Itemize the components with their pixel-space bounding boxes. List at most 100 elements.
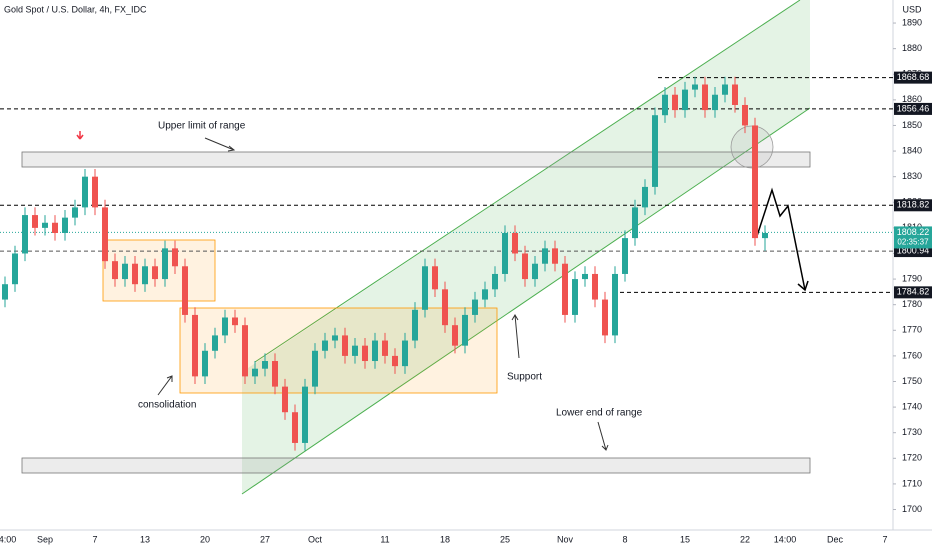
channel-upper — [254, 0, 801, 363]
lower-zone — [21, 457, 811, 474]
candle-body — [432, 266, 438, 290]
candle-body — [202, 350, 208, 377]
candles — [2, 76, 768, 451]
countdown: 02:35:37 — [897, 238, 929, 247]
candle-body — [392, 355, 398, 367]
candle-body — [682, 89, 688, 111]
price-label-box — [894, 71, 932, 84]
candle-body — [492, 273, 498, 290]
candle-body — [752, 125, 758, 239]
channel-lower — [241, 107, 811, 495]
price-label: 1868.68 — [897, 72, 930, 82]
candle-body — [32, 215, 38, 228]
candle-body — [92, 176, 98, 208]
annotation: consolidation — [138, 400, 196, 411]
candle-body — [2, 284, 8, 300]
candle-body — [342, 335, 348, 356]
x-tick-label: 7 — [882, 534, 887, 544]
y-tick-label: 1700 — [902, 504, 922, 514]
y-tick-label: 1890 — [902, 17, 922, 27]
annotation: Lower end of range — [556, 408, 643, 419]
candle-body — [132, 263, 138, 285]
pointer — [511, 314, 520, 359]
candle-body — [282, 386, 288, 413]
price-label: 1856.46 — [897, 103, 930, 113]
candle-body — [382, 340, 388, 356]
candle-body — [262, 361, 268, 369]
x-tick-label: 14:00 — [0, 534, 16, 544]
candle-body — [702, 84, 708, 111]
candle-body — [532, 263, 538, 280]
y-tick-label: 1830 — [902, 171, 922, 181]
candle-body — [582, 273, 588, 280]
x-tick-label: 25 — [500, 534, 510, 544]
x-tick-label: 8 — [622, 534, 627, 544]
candle-body — [152, 266, 158, 280]
y-tick-label: 1850 — [902, 120, 922, 130]
candle-body — [422, 266, 428, 310]
y-tick-label: 1790 — [902, 273, 922, 283]
pointer — [157, 375, 173, 396]
candle-body — [82, 176, 88, 208]
candle-body — [692, 84, 698, 90]
price-label: 1784.82 — [897, 287, 930, 297]
candle-body — [62, 217, 68, 233]
x-tick-label: 22 — [740, 534, 750, 544]
candle-body — [712, 94, 718, 111]
candle-body — [512, 232, 518, 254]
candle-body — [142, 266, 148, 285]
candle-body — [12, 253, 18, 285]
x-tick-label: Sep — [37, 534, 53, 544]
x-tick-label: 11 — [380, 534, 389, 544]
y-tick-label: 1780 — [902, 299, 922, 309]
price-label: 1800.94 — [897, 245, 930, 255]
candle-body — [182, 266, 188, 315]
candle-body — [652, 115, 658, 187]
channel-fill — [242, 0, 810, 494]
candle-body — [452, 325, 458, 346]
candle-body — [632, 207, 638, 239]
price-label: 1818.82 — [897, 200, 930, 210]
candle-body — [242, 325, 248, 377]
candle-body — [762, 232, 768, 239]
candle-body — [482, 289, 488, 300]
candle-body — [722, 84, 728, 95]
candle-body — [212, 335, 218, 351]
candle-body — [222, 317, 228, 336]
y-tick-label: 1710 — [902, 478, 922, 488]
y-tick-label: 1720 — [902, 453, 922, 463]
candle-body — [442, 289, 448, 326]
candle-body — [742, 104, 748, 126]
pointer — [204, 137, 236, 152]
y-tick-label: 1740 — [902, 401, 922, 411]
annotation: Support — [507, 372, 542, 383]
x-tick-label: 20 — [200, 534, 210, 544]
candle-body — [192, 314, 198, 377]
candle-body — [52, 222, 58, 233]
candle-body — [592, 273, 598, 300]
y-tick-label: 1840 — [902, 145, 922, 155]
y-tick-label: 1880 — [902, 43, 922, 53]
y-tick-label: 1770 — [902, 325, 922, 335]
candle-body — [622, 238, 628, 274]
candle-body — [732, 84, 738, 105]
candle-body — [232, 317, 238, 326]
candle-body — [72, 207, 78, 218]
candle-body — [312, 350, 318, 387]
candle-body — [562, 263, 568, 315]
candle-body — [352, 345, 358, 356]
x-tick-label: Dec — [827, 534, 844, 544]
candle-body — [302, 386, 308, 443]
annotation: Upper limit of range — [158, 121, 246, 132]
price-label-box — [894, 102, 932, 115]
candle-body — [362, 345, 368, 362]
marker-arrow — [76, 131, 84, 140]
candle-body — [522, 253, 528, 280]
x-tick-label: 13 — [140, 534, 150, 544]
candle-body — [412, 309, 418, 341]
y-tick-label: 1730 — [902, 427, 922, 437]
candle-body — [602, 299, 608, 336]
upper-zone — [21, 151, 811, 168]
candle-body — [472, 299, 478, 315]
candle-body — [22, 215, 28, 254]
